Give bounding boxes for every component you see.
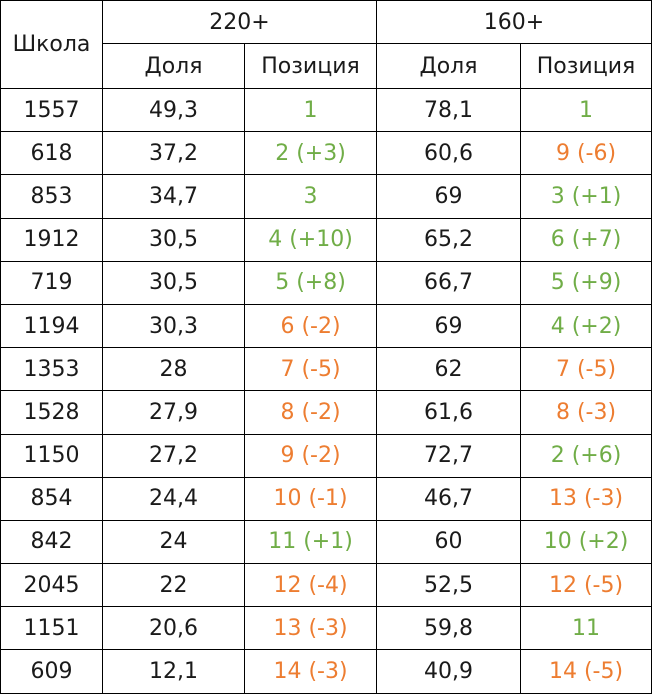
- position-160-cell: 14 (-5): [520, 649, 652, 694]
- position-160-cell: 13 (-3): [520, 476, 652, 521]
- position-160-cell: 1: [520, 87, 652, 133]
- share-220-cell: 27,2: [102, 433, 245, 478]
- position-160-cell: 7 (-5): [520, 347, 652, 392]
- position-220-cell: 7 (-5): [244, 347, 377, 392]
- position-160-cell: 9 (-6): [520, 131, 652, 176]
- school-cell: 1353: [0, 347, 103, 392]
- table-row: 853 34,7 3 69 3 (+1): [0, 174, 652, 219]
- share-160-cell: 69: [376, 174, 521, 219]
- share-160-cell: 60: [376, 519, 521, 565]
- table-row: 1912 30,5 4 (+10) 65,2 6 (+7): [0, 217, 652, 262]
- share-160-cell: 65,2: [376, 217, 521, 262]
- school-cell: 1557: [0, 87, 103, 133]
- header-row-groups: Школа 220+ 160+: [0, 0, 652, 89]
- position-220-cell: 14 (-3): [244, 649, 377, 694]
- share-160-cell: 66,7: [376, 260, 521, 305]
- share-220-cell: 30,5: [102, 217, 245, 262]
- table-row: 1557 49,3 1 78,1 1: [0, 87, 652, 133]
- share-160-cell: 69: [376, 303, 521, 349]
- header-group-220: 220+: [102, 0, 377, 44]
- position-160-cell: 6 (+7): [520, 217, 652, 262]
- table-row: 618 37,2 2 (+3) 60,6 9 (-6): [0, 131, 652, 176]
- position-220-cell: 2 (+3): [244, 131, 377, 176]
- share-220-cell: 34,7: [102, 174, 245, 219]
- position-160-cell: 8 (-3): [520, 390, 652, 435]
- share-160-cell: 61,6: [376, 390, 521, 435]
- school-cell: 2045: [0, 563, 103, 608]
- table-body: 1557 49,3 1 78,1 1 618 37,2 2 (+3) 60,6 9 (-6) 853…: [0, 87, 652, 694]
- header-group-160: 160+: [376, 0, 652, 44]
- position-160-cell: 3 (+1): [520, 174, 652, 219]
- share-160-cell: 72,7: [376, 433, 521, 478]
- share-160-cell: 46,7: [376, 476, 521, 521]
- share-160-cell: 62: [376, 347, 521, 392]
- school-cell: 618: [0, 131, 103, 176]
- position-220-cell: 8 (-2): [244, 390, 377, 435]
- position-160-cell: 11: [520, 606, 652, 651]
- position-160-cell: 2 (+6): [520, 433, 652, 478]
- position-220-cell: 9 (-2): [244, 433, 377, 478]
- share-220-cell: 37,2: [102, 131, 245, 176]
- position-160-cell: 12 (-5): [520, 563, 652, 608]
- position-160-cell: 10 (+2): [520, 519, 652, 565]
- header-position-160: Позиция: [520, 43, 652, 89]
- position-160-cell: 4 (+2): [520, 303, 652, 349]
- table-row: 1194 30,3 6 (-2) 69 4 (+2): [0, 303, 652, 349]
- position-220-cell: 11 (+1): [244, 519, 377, 565]
- share-220-cell: 30,5: [102, 260, 245, 305]
- share-220-cell: 27,9: [102, 390, 245, 435]
- school-cell: 1151: [0, 606, 103, 651]
- share-220-cell: 12,1: [102, 649, 245, 694]
- table-row: 719 30,5 5 (+8) 66,7 5 (+9): [0, 260, 652, 305]
- table-row: 842 24 11 (+1) 60 10 (+2): [0, 519, 652, 565]
- table-row: 854 24,4 10 (-1) 46,7 13 (-3): [0, 476, 652, 521]
- position-220-cell: 13 (-3): [244, 606, 377, 651]
- school-cell: 1528: [0, 390, 103, 435]
- school-cell: 719: [0, 260, 103, 305]
- share-220-cell: 20,6: [102, 606, 245, 651]
- share-220-cell: 49,3: [102, 87, 245, 133]
- share-160-cell: 78,1: [376, 87, 521, 133]
- share-160-cell: 60,6: [376, 131, 521, 176]
- share-160-cell: 59,8: [376, 606, 521, 651]
- position-220-cell: 5 (+8): [244, 260, 377, 305]
- school-cell: 1912: [0, 217, 103, 262]
- header-share-220: Доля: [102, 43, 245, 89]
- position-220-cell: 6 (-2): [244, 303, 377, 349]
- table-row: 609 12,1 14 (-3) 40,9 14 (-5): [0, 649, 652, 694]
- position-220-cell: 10 (-1): [244, 476, 377, 521]
- position-220-cell: 1: [244, 87, 377, 133]
- school-cell: 609: [0, 649, 103, 694]
- school-cell: 1194: [0, 303, 103, 349]
- share-160-cell: 40,9: [376, 649, 521, 694]
- position-220-cell: 12 (-4): [244, 563, 377, 608]
- table-row: 2045 22 12 (-4) 52,5 12 (-5): [0, 563, 652, 608]
- position-160-cell: 5 (+9): [520, 260, 652, 305]
- position-220-cell: 3: [244, 174, 377, 219]
- school-cell: 842: [0, 519, 103, 565]
- header-school: Школа: [0, 0, 103, 89]
- table-row: 1528 27,9 8 (-2) 61,6 8 (-3): [0, 390, 652, 435]
- header-position-220: Позиция: [244, 43, 377, 89]
- share-220-cell: 24: [102, 519, 245, 565]
- table-row: 1150 27,2 9 (-2) 72,7 2 (+6): [0, 433, 652, 478]
- table-row: 1151 20,6 13 (-3) 59,8 11: [0, 606, 652, 651]
- share-220-cell: 22: [102, 563, 245, 608]
- school-cell: 853: [0, 174, 103, 219]
- share-220-cell: 30,3: [102, 303, 245, 349]
- table-row: 1353 28 7 (-5) 62 7 (-5): [0, 347, 652, 392]
- position-220-cell: 4 (+10): [244, 217, 377, 262]
- school-cell: 1150: [0, 433, 103, 478]
- school-cell: 854: [0, 476, 103, 521]
- share-220-cell: 28: [102, 347, 245, 392]
- header-share-160: Доля: [376, 43, 521, 89]
- share-160-cell: 52,5: [376, 563, 521, 608]
- share-220-cell: 24,4: [102, 476, 245, 521]
